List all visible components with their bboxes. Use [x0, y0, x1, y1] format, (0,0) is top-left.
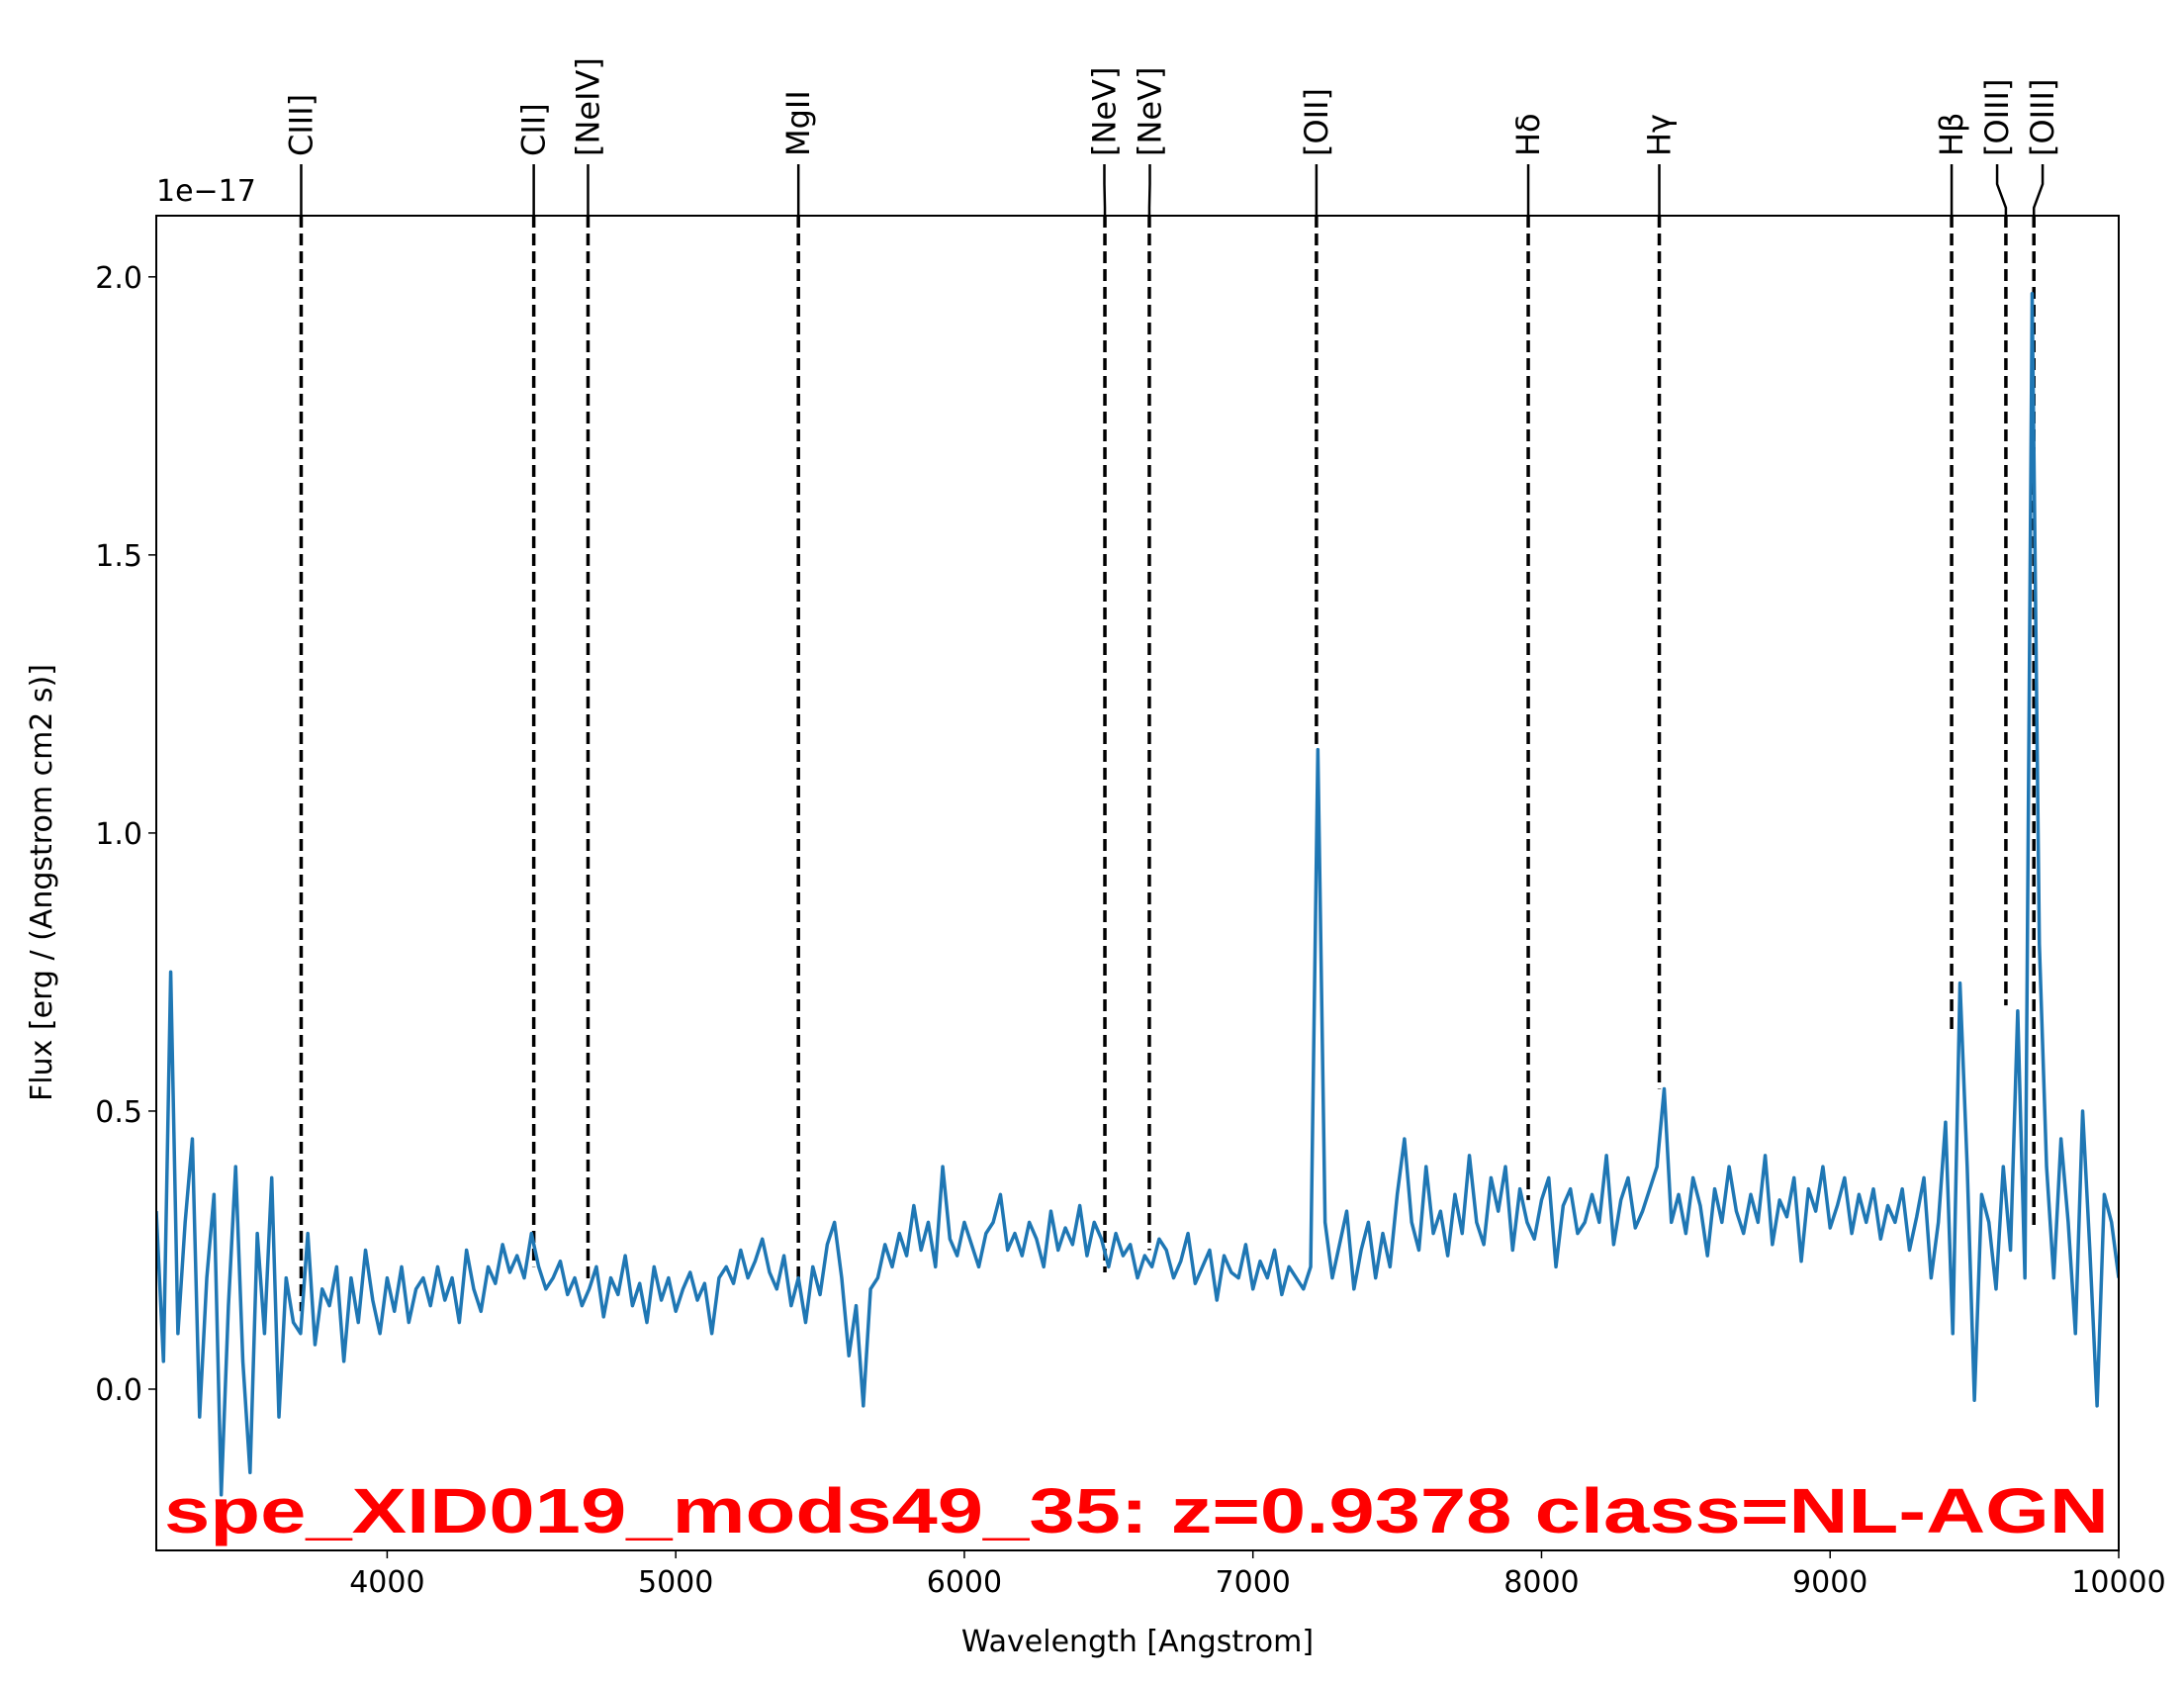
chart-title: spe_XID019_mods49_35: z=0.9378 class=NL-…	[164, 1475, 2109, 1546]
y-tick-label: 0.0	[95, 1373, 142, 1408]
line-label: [NeV]	[1131, 67, 1168, 156]
x-tick-label: 6000	[927, 1565, 1002, 1600]
line-label: [OII]	[1298, 88, 1335, 156]
line-label: [OIII]	[1978, 79, 2016, 156]
line-label: Hγ	[1641, 114, 1679, 156]
line-label: [OIII]	[2024, 79, 2061, 156]
line-label: CII]	[515, 103, 553, 156]
y-axis-label: Flux [erg / (Angstrom cm2 s)]	[25, 664, 59, 1101]
label-connector	[1103, 164, 1107, 216]
line-label: Hβ	[1933, 113, 1970, 156]
y-tick-label: 1.5	[95, 539, 142, 574]
y-tick-label: 1.0	[95, 817, 142, 852]
line-label: CIII]	[282, 94, 319, 156]
y-offset-label: 1e−17	[156, 174, 256, 209]
label-connector	[2032, 164, 2045, 216]
axes-frame	[155, 215, 2120, 1551]
spectrum	[156, 291, 2119, 1497]
line-label: Hδ	[1509, 113, 1547, 156]
plot-area	[156, 216, 2119, 1497]
x-tick-label: 10000	[2071, 1565, 2165, 1600]
y-tick-label: 0.5	[95, 1095, 142, 1130]
x-tick-label: 9000	[1792, 1565, 1867, 1600]
x-tick-label: 4000	[349, 1565, 424, 1600]
x-axis-label: Wavelength [Angstrom]	[961, 1625, 1314, 1659]
line-label: [NeIV]	[569, 57, 606, 156]
y-tick-label: 2.0	[95, 261, 142, 296]
line-label: [NeV]	[1085, 67, 1123, 156]
label-connector	[1147, 164, 1151, 216]
label-connector	[1995, 164, 2008, 216]
x-tick-label: 7000	[1216, 1565, 1291, 1600]
x-tick-label: 8000	[1503, 1565, 1579, 1600]
line-label: MgII	[779, 90, 817, 156]
x-tick-label: 5000	[638, 1565, 713, 1600]
